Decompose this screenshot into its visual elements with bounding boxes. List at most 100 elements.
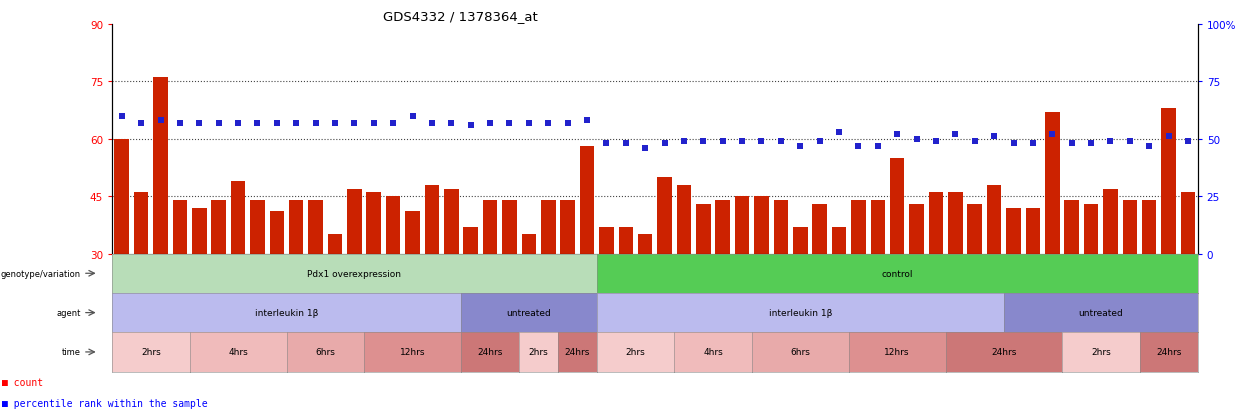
Point — [481, 120, 500, 127]
Point — [771, 138, 791, 145]
Point — [985, 134, 1005, 140]
Bar — [483, 201, 497, 254]
Point — [578, 118, 598, 124]
Point — [383, 120, 403, 127]
Bar — [832, 227, 847, 254]
Bar — [250, 201, 265, 254]
Point — [1178, 138, 1198, 145]
Text: 24hrs: 24hrs — [991, 348, 1016, 356]
Point — [1023, 141, 1043, 147]
Text: untreated: untreated — [507, 309, 552, 317]
Point — [538, 120, 558, 127]
Point — [151, 118, 171, 124]
Text: 2hrs: 2hrs — [1091, 348, 1111, 356]
Text: 2hrs: 2hrs — [625, 348, 645, 356]
Bar — [987, 185, 1001, 254]
Point — [1042, 131, 1062, 138]
Point — [752, 138, 772, 145]
Text: ■ count: ■ count — [2, 377, 44, 387]
Bar — [677, 185, 691, 254]
Point — [655, 141, 675, 147]
Bar — [716, 201, 730, 254]
Bar — [309, 201, 322, 254]
Point — [209, 120, 229, 127]
Point — [635, 145, 655, 152]
Bar — [425, 185, 439, 254]
Bar — [696, 204, 711, 254]
Point — [558, 120, 578, 127]
Point — [228, 120, 248, 127]
Bar — [192, 208, 207, 254]
Point — [829, 129, 849, 136]
Point — [1101, 138, 1120, 145]
Bar — [949, 193, 962, 254]
Point — [169, 120, 190, 127]
Point — [809, 138, 829, 145]
Bar — [909, 204, 924, 254]
Bar — [542, 201, 555, 254]
Point — [616, 141, 636, 147]
Text: 6hrs: 6hrs — [315, 348, 335, 356]
Text: 24hrs: 24hrs — [477, 348, 503, 356]
Point — [364, 120, 383, 127]
Bar — [870, 201, 885, 254]
Bar — [852, 201, 865, 254]
Point — [112, 113, 132, 120]
Bar — [522, 235, 537, 254]
Text: interleukin 1β: interleukin 1β — [255, 309, 319, 317]
Text: time: time — [62, 348, 81, 356]
Point — [1139, 143, 1159, 150]
Text: control: control — [881, 269, 913, 278]
Point — [965, 138, 985, 145]
Point — [286, 120, 306, 127]
Text: 4hrs: 4hrs — [703, 348, 723, 356]
Bar — [1162, 109, 1175, 254]
Point — [1003, 141, 1023, 147]
Bar — [212, 201, 225, 254]
Point — [461, 122, 481, 129]
Point — [674, 138, 693, 145]
Point — [732, 138, 752, 145]
Bar — [173, 201, 187, 254]
Bar — [134, 193, 148, 254]
Point — [926, 138, 946, 145]
Bar — [754, 197, 768, 254]
Bar — [560, 201, 575, 254]
Text: 12hrs: 12hrs — [884, 348, 910, 356]
Bar — [153, 78, 168, 254]
Bar — [1142, 201, 1157, 254]
Bar — [1064, 201, 1079, 254]
Bar — [1006, 208, 1021, 254]
Point — [499, 120, 519, 127]
Bar — [929, 193, 944, 254]
Bar — [735, 197, 749, 254]
Point — [189, 120, 209, 127]
Point — [712, 138, 732, 145]
Bar — [463, 227, 478, 254]
Bar — [327, 235, 342, 254]
Bar — [890, 159, 904, 254]
Text: 12hrs: 12hrs — [400, 348, 426, 356]
Point — [1081, 141, 1101, 147]
Point — [306, 120, 326, 127]
Bar — [619, 227, 632, 254]
Text: genotype/variation: genotype/variation — [0, 269, 81, 278]
Bar — [580, 147, 594, 254]
Point — [693, 138, 713, 145]
Point — [248, 120, 268, 127]
Bar — [1123, 201, 1137, 254]
Point — [1159, 134, 1179, 140]
Bar — [406, 212, 420, 254]
Point — [1120, 138, 1140, 145]
Bar — [793, 227, 808, 254]
Point — [519, 120, 539, 127]
Text: untreated: untreated — [1078, 309, 1123, 317]
Bar — [1103, 189, 1118, 254]
Bar — [813, 204, 827, 254]
Bar — [347, 189, 361, 254]
Text: Pdx1 overexpression: Pdx1 overexpression — [308, 269, 401, 278]
Text: agent: agent — [56, 309, 81, 317]
Bar — [270, 212, 284, 254]
Point — [266, 120, 286, 127]
Bar — [967, 204, 982, 254]
